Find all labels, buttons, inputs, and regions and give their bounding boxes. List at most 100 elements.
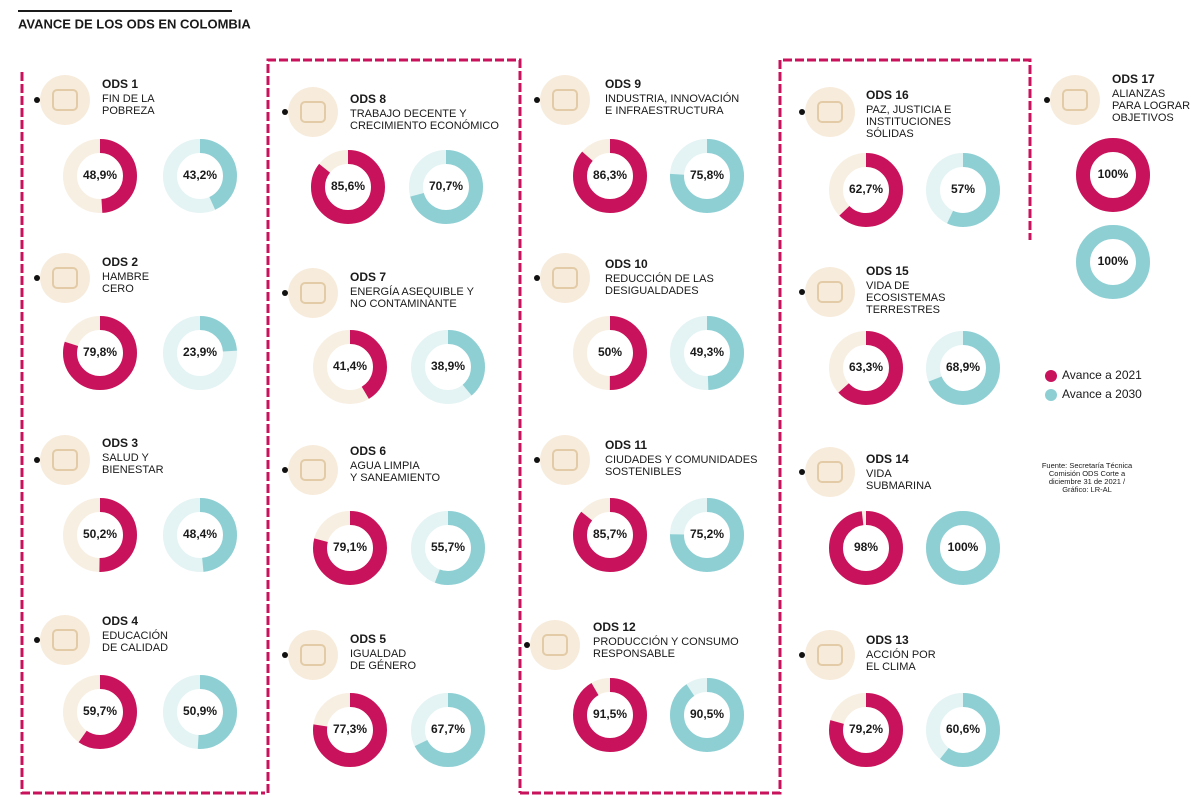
- goal-icon-shape: [542, 634, 568, 656]
- goal-code: ODS 6: [350, 444, 386, 458]
- goal-icon-shape: [300, 644, 326, 666]
- donut-arc: [573, 498, 647, 572]
- value-label: 75,8%: [690, 168, 724, 182]
- donut-arc: [926, 693, 1000, 767]
- goal-code: ODS 10: [605, 257, 648, 271]
- connector-dot: [34, 637, 40, 643]
- connector-dot: [524, 642, 530, 648]
- goal-description: DESIGUALDADES: [605, 285, 699, 297]
- connector-dot: [799, 469, 805, 475]
- column-border: [520, 58, 1032, 795]
- goal-code: ODS 17: [1112, 72, 1155, 86]
- goal-description: DE GÉNERO: [350, 659, 416, 672]
- goal-icon-shape: [52, 449, 78, 471]
- goal-description: TRABAJO DECENTE Y: [350, 108, 467, 120]
- value-label: 48,4%: [183, 527, 217, 541]
- value-label: 59,7%: [83, 704, 117, 718]
- donut-arc: [411, 511, 485, 585]
- donut-arc: [163, 139, 237, 213]
- legend-label: Avance a 2021: [1062, 368, 1142, 382]
- value-label: 77,3%: [333, 722, 367, 736]
- value-label: 41,4%: [333, 359, 367, 373]
- donut-arc: [670, 678, 744, 752]
- donut-arc: [63, 316, 137, 390]
- goal-code: ODS 3: [102, 436, 138, 450]
- goal-description: PAZ, JUSTICIA E: [866, 104, 951, 116]
- donut-arc: [670, 316, 744, 390]
- goal-code: ODS 5: [350, 632, 386, 646]
- goal-icon: [288, 630, 338, 680]
- value-label: 43,2%: [183, 168, 217, 182]
- goal-description: ACCIÓN POR: [866, 648, 936, 661]
- goal-icon-shape: [52, 89, 78, 111]
- goal-icon: [40, 435, 90, 485]
- goal-icon-shape: [300, 459, 326, 481]
- goal-description: NO CONTAMINANTE: [350, 298, 457, 310]
- value-label: 55,7%: [431, 540, 465, 554]
- goal-description: INSTITUCIONES: [866, 116, 951, 128]
- goal-description: RESPONSABLE: [593, 648, 675, 660]
- goal-icon: [288, 445, 338, 495]
- donut-arc: [411, 330, 485, 404]
- goal-icon: [40, 253, 90, 303]
- donut-arc: [829, 693, 903, 767]
- connector-dot: [799, 289, 805, 295]
- value-label: 60,6%: [946, 722, 980, 736]
- goal-icon-shape: [817, 644, 843, 666]
- goal-description: VIDA: [866, 468, 892, 480]
- goal-description: ALIANZAS: [1112, 88, 1165, 100]
- goal-icon: [805, 630, 855, 680]
- goal-icon: [530, 620, 580, 670]
- goal-icon-shape: [552, 267, 578, 289]
- goal-description: BIENESTAR: [102, 464, 164, 476]
- donut-arc: [829, 511, 903, 585]
- goal-code: ODS 7: [350, 270, 386, 284]
- goal-description: POBREZA: [102, 105, 155, 117]
- goal-code: ODS 9: [605, 77, 641, 91]
- goal-icon: [40, 75, 90, 125]
- value-label: 79,1%: [333, 540, 367, 554]
- column-border: [266, 58, 522, 793]
- legend-swatch: [1045, 389, 1057, 401]
- goal-icon-shape: [1062, 89, 1088, 111]
- value-label: 23,9%: [183, 345, 217, 359]
- value-label: 63,3%: [849, 360, 883, 374]
- connector-dot: [799, 109, 805, 115]
- goal-description: PARA LOGRAR: [1112, 100, 1190, 112]
- donut-arc: [926, 153, 1000, 227]
- goal-description: FIN DE LA: [102, 93, 155, 105]
- goal-description: CRECIMIENTO ECONÓMICO: [350, 119, 499, 132]
- goal-icon-shape: [52, 629, 78, 651]
- source-note: Comisión ODS Corte a: [1049, 469, 1126, 478]
- value-label: 75,2%: [690, 527, 724, 541]
- goal-code: ODS 4: [102, 614, 138, 628]
- goal-icon: [540, 253, 590, 303]
- goal-description: OBJETIVOS: [1112, 112, 1174, 124]
- donut-arc: [409, 150, 483, 224]
- goal-icon-shape: [300, 101, 326, 123]
- donut-arc: [313, 693, 387, 767]
- goal-description: Y SANEAMIENTO: [350, 472, 441, 484]
- value-label: 50%: [598, 345, 622, 359]
- goal-code: ODS 1: [102, 77, 138, 91]
- source-note: Gráfico: LR-AL: [1062, 485, 1112, 494]
- donut-arc: [573, 139, 647, 213]
- column-border: [20, 72, 265, 795]
- donut-arc: [313, 330, 387, 404]
- goal-description: AGUA LIMPIA: [350, 460, 420, 472]
- connector-dot: [1044, 97, 1050, 103]
- donut-arc: [63, 675, 137, 749]
- value-label: 38,9%: [431, 359, 465, 373]
- goal-icon-shape: [817, 281, 843, 303]
- donut-arc: [63, 498, 137, 572]
- donut-arc: [670, 139, 744, 213]
- goal-description: PRODUCCIÓN Y CONSUMO: [593, 635, 739, 648]
- goal-description: EL CLIMA: [866, 661, 916, 673]
- goal-icon-shape: [552, 89, 578, 111]
- value-label: 62,7%: [849, 182, 883, 196]
- donut-arc: [1076, 138, 1150, 212]
- connector-dot: [534, 97, 540, 103]
- value-label: 50,9%: [183, 704, 217, 718]
- goal-icon-shape: [817, 101, 843, 123]
- goal-description: CIUDADES Y COMUNIDADES: [605, 454, 757, 466]
